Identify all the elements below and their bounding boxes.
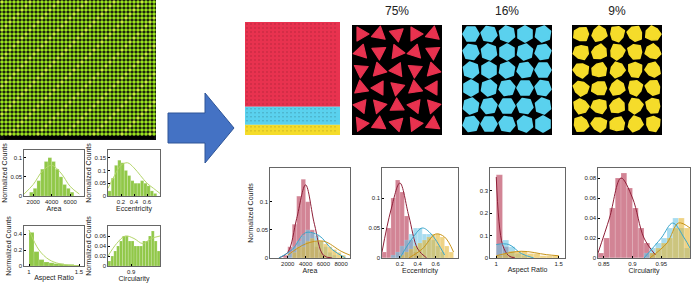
svg-text:0.6: 0.6 <box>143 199 152 205</box>
svg-text:Normalized Counts: Normalized Counts <box>85 216 92 276</box>
svg-text:0.4: 0.4 <box>130 199 139 205</box>
svg-text:0.15: 0.15 <box>95 155 107 161</box>
svg-text:0.1: 0.1 <box>98 168 107 174</box>
svg-text:0.2: 0.2 <box>396 261 405 267</box>
svg-text:0.4: 0.4 <box>414 261 423 267</box>
svg-text:0.2: 0.2 <box>480 210 489 216</box>
svg-text:0.06: 0.06 <box>95 233 107 239</box>
svg-text:0.04: 0.04 <box>95 243 107 249</box>
svg-text:0: 0 <box>377 255 381 261</box>
svg-text:0: 0 <box>19 263 23 269</box>
svg-text:0.2: 0.2 <box>117 199 126 205</box>
svg-text:0.05: 0.05 <box>257 227 269 233</box>
svg-text:0: 0 <box>485 255 489 261</box>
svg-text:8000: 8000 <box>334 261 348 267</box>
svg-text:2000: 2000 <box>281 261 295 267</box>
svg-text:Area: Area <box>47 205 62 212</box>
svg-text:0: 0 <box>265 255 269 261</box>
svg-text:0.06: 0.06 <box>585 195 597 201</box>
svg-text:Normalized Counts: Normalized Counts <box>5 216 12 276</box>
svg-text:6000: 6000 <box>317 261 331 267</box>
svg-text:0.1: 0.1 <box>372 195 381 201</box>
svg-text:Eccentricity: Eccentricity <box>116 205 152 213</box>
svg-text:0: 0 <box>103 193 107 199</box>
svg-text:2000: 2000 <box>27 199 41 205</box>
svg-text:0.1: 0.1 <box>480 233 489 239</box>
svg-text:0.6: 0.6 <box>431 261 440 267</box>
svg-text:0.1: 0.1 <box>260 199 269 205</box>
svg-text:0.08: 0.08 <box>585 175 597 181</box>
svg-text:Normalized Counts: Normalized Counts <box>85 143 92 203</box>
svg-text:0.85: 0.85 <box>598 261 610 267</box>
svg-text:0.1: 0.1 <box>14 155 23 161</box>
svg-text:Circularity: Circularity <box>628 267 660 275</box>
svg-text:4000: 4000 <box>45 199 59 205</box>
svg-text:0: 0 <box>103 263 107 269</box>
svg-text:Normalized Counts: Normalized Counts <box>1 143 8 203</box>
svg-text:Normalized Counts: Normalized Counts <box>247 183 254 243</box>
svg-text:0: 0 <box>19 193 23 199</box>
svg-text:Area: Area <box>303 267 318 274</box>
svg-text:9%: 9% <box>608 4 626 18</box>
svg-text:Aspect Ratio: Aspect Ratio <box>34 274 74 282</box>
svg-text:Eccentricity: Eccentricity <box>402 267 438 275</box>
svg-text:0.2: 0.2 <box>14 247 23 253</box>
svg-text:4000: 4000 <box>299 261 313 267</box>
svg-text:Aspect Ratio: Aspect Ratio <box>508 266 548 274</box>
svg-text:0.05: 0.05 <box>95 180 107 186</box>
svg-text:6000: 6000 <box>63 199 77 205</box>
svg-text:1.5: 1.5 <box>75 269 84 275</box>
svg-text:0.02: 0.02 <box>95 253 107 259</box>
svg-text:0.9: 0.9 <box>127 269 136 275</box>
svg-text:0.3: 0.3 <box>480 188 489 194</box>
svg-text:75%: 75% <box>385 4 409 18</box>
svg-text:0.05: 0.05 <box>11 174 23 180</box>
svg-text:0.95: 0.95 <box>655 261 667 267</box>
svg-text:1.5: 1.5 <box>555 261 564 267</box>
svg-text:0.02: 0.02 <box>585 235 597 241</box>
svg-text:1: 1 <box>27 269 31 275</box>
svg-text:0.05: 0.05 <box>369 225 381 231</box>
svg-text:Circularity: Circularity <box>118 275 150 283</box>
svg-text:0.9: 0.9 <box>628 261 637 267</box>
svg-text:0.4: 0.4 <box>14 231 23 237</box>
svg-text:1: 1 <box>495 261 499 267</box>
svg-text:16%: 16% <box>495 4 519 18</box>
svg-text:0.04: 0.04 <box>585 215 597 221</box>
svg-text:0: 0 <box>593 255 597 261</box>
